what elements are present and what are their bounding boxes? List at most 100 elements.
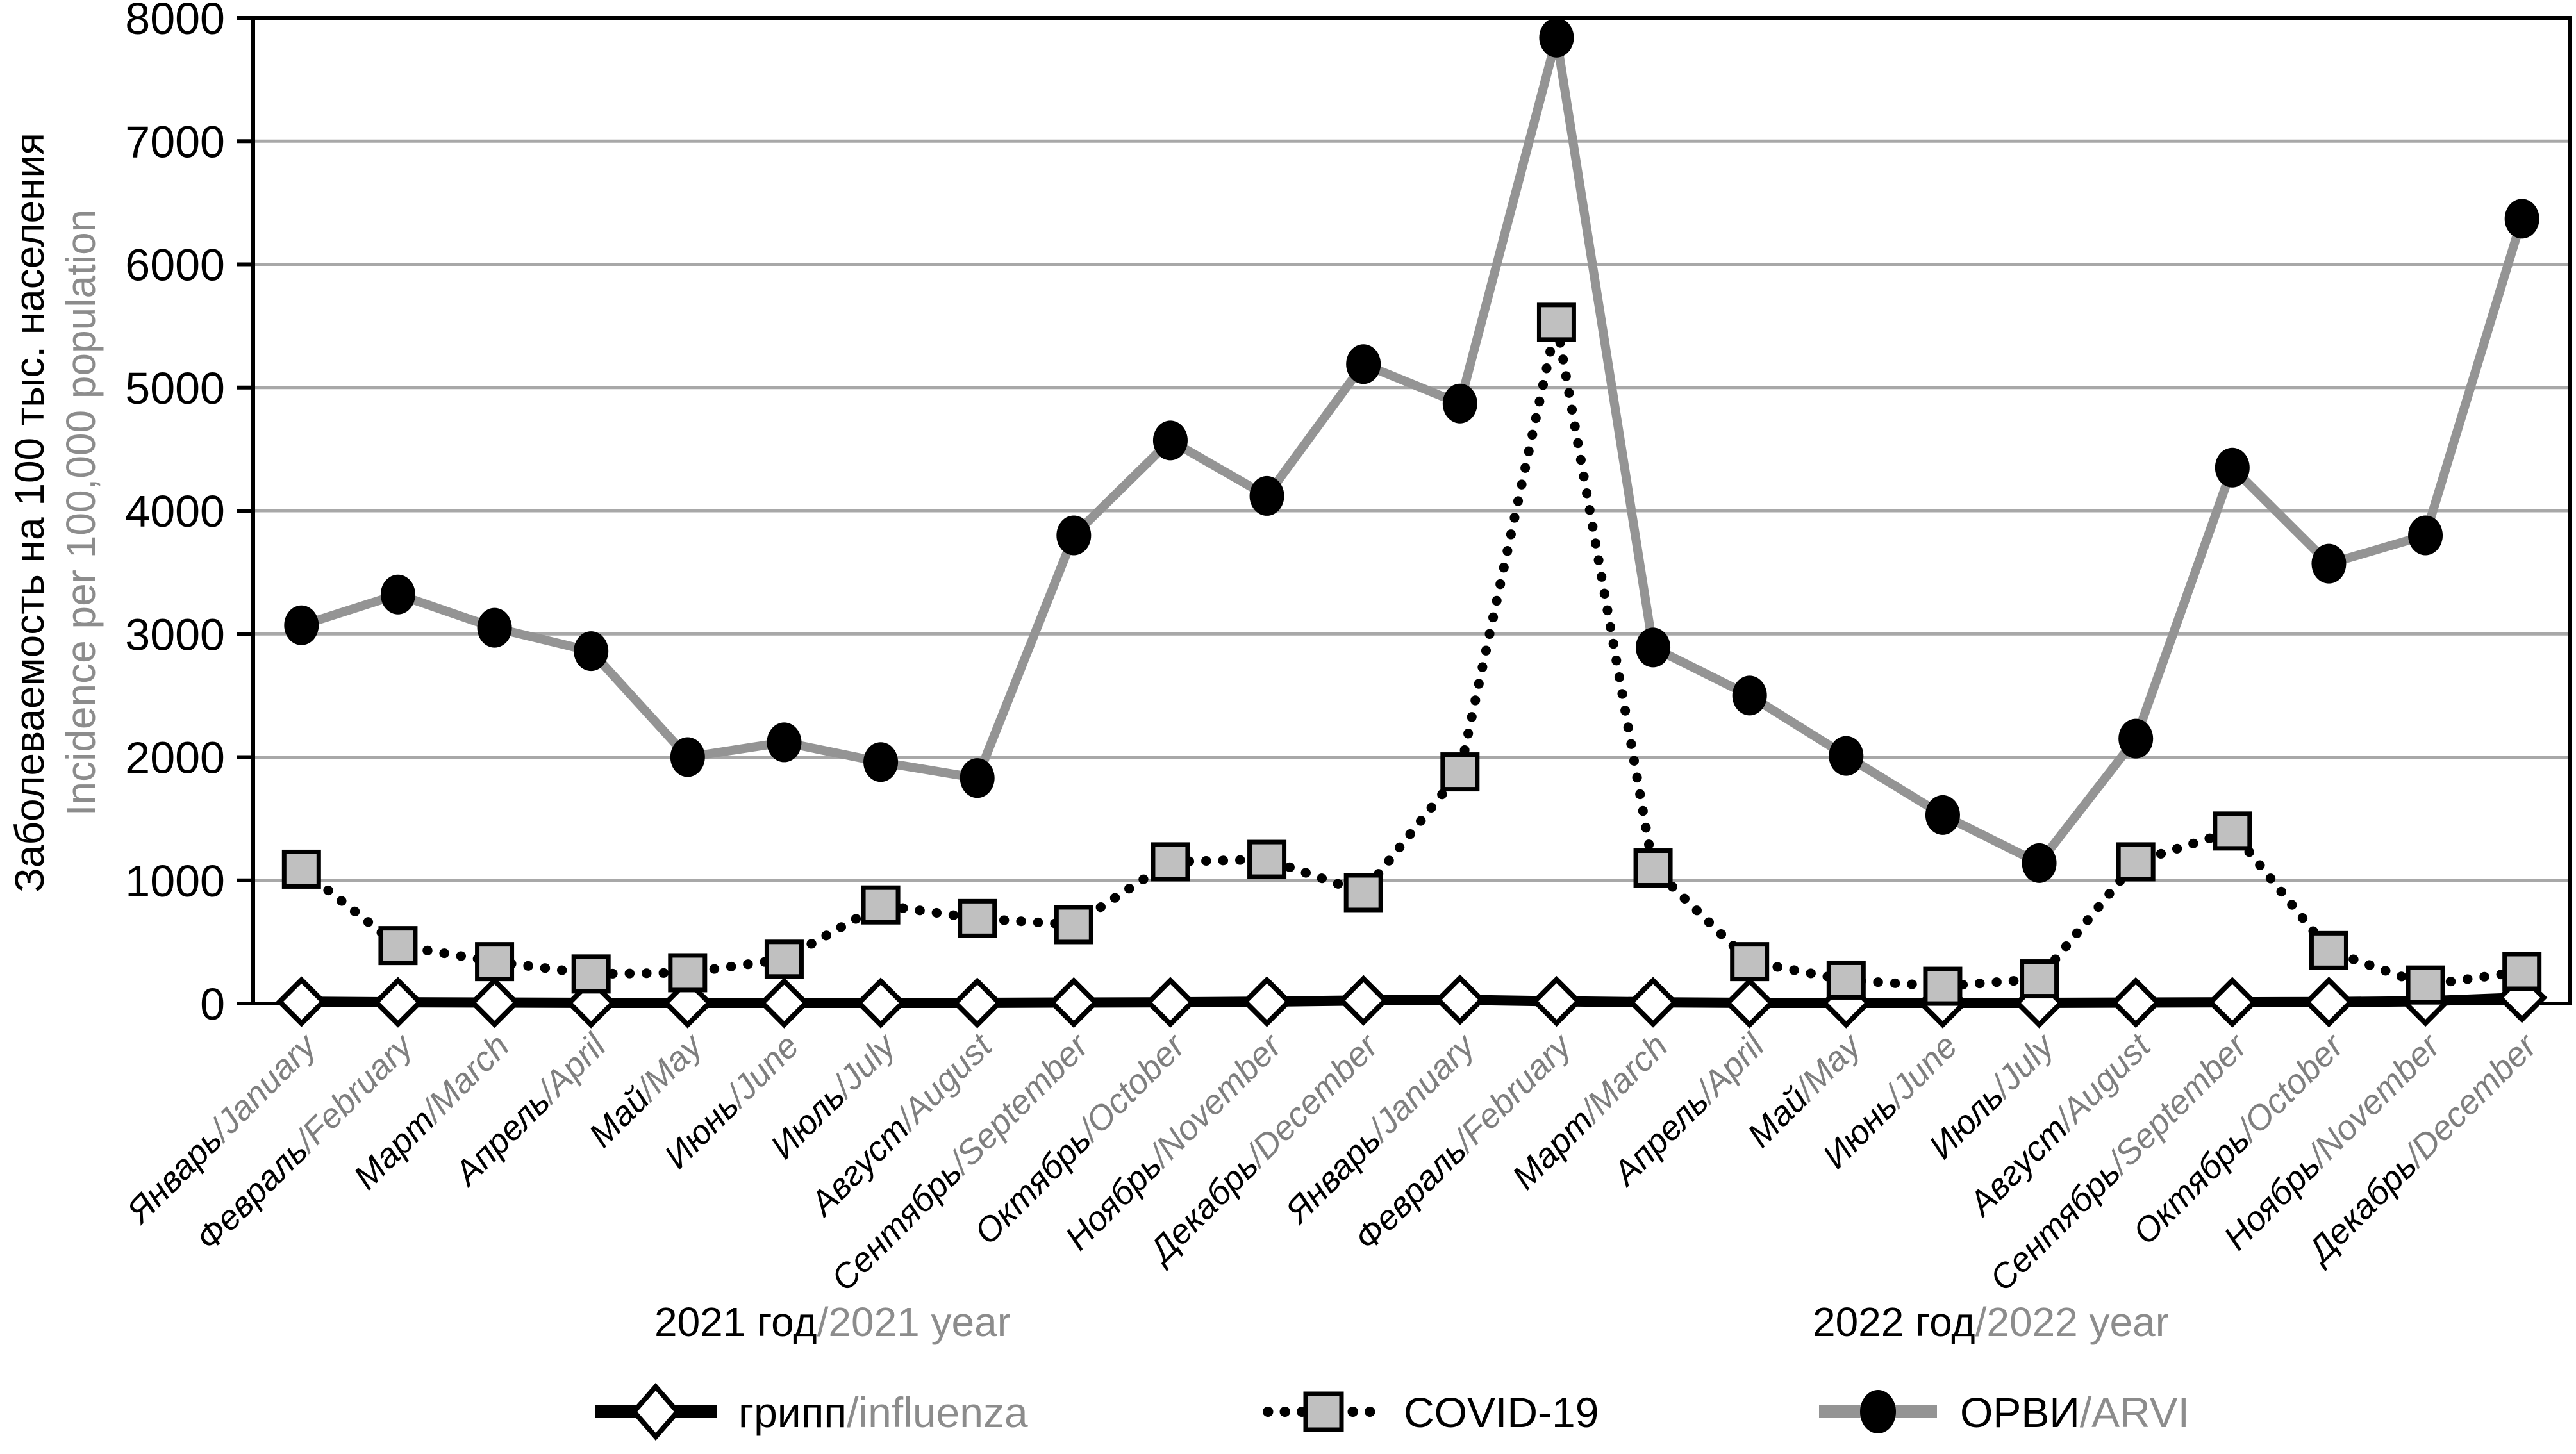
- covid-square-marker: [1247, 839, 1287, 879]
- legend-label-arvi-en: /ARVI: [2080, 1389, 2190, 1436]
- covid-square-marker: [2406, 965, 2445, 1005]
- y-tick-label: 7000: [125, 117, 225, 167]
- covid-square-marker: [2502, 952, 2542, 991]
- covid-square-marker: [1826, 960, 1866, 1000]
- y-tick-label: 0: [200, 979, 225, 1029]
- covid-square-marker: [281, 849, 321, 889]
- influenza-diamond-marker: [2110, 977, 2161, 1029]
- arvi-circle-marker: [1636, 627, 1671, 668]
- arvi-circle-marker: [1442, 383, 1477, 424]
- y-tick-label: 8000: [125, 0, 225, 44]
- legend-label-influenza-en: /influenza: [847, 1389, 1028, 1436]
- covid-square-marker: [2116, 842, 2156, 882]
- covid-square-marker: [764, 939, 804, 979]
- influenza-diamond-marker: [1048, 977, 1099, 1029]
- y-tick-label: 2000: [125, 733, 225, 783]
- influenza-diamond-marker: [1531, 975, 1583, 1027]
- year-label-2021-en: /2021 year: [817, 1299, 1011, 1345]
- covid-square-marker: [1633, 848, 1673, 888]
- diamond-marker-icon: [630, 1382, 681, 1441]
- legend-label-arvi: ОРВИ/ARVI: [1960, 1389, 2190, 1436]
- series-arvi-line: [300, 33, 2527, 868]
- legend-item-covid19: COVID-19: [1263, 1389, 1599, 1436]
- y-axis-title-ru: Заболеваемость на 100 тыс. населения: [6, 133, 53, 893]
- circle-marker-icon: [1860, 1390, 1896, 1433]
- month-label-ru: Март: [1505, 1102, 1600, 1197]
- influenza-diamond-marker: [1241, 976, 1293, 1027]
- arvi-circle-marker: [574, 631, 609, 672]
- covid-square-marker: [378, 926, 418, 966]
- arvi-circle-marker: [767, 722, 802, 763]
- legend: грипп/influenza COVID-19 ОРВИ/ARVI: [595, 1382, 2190, 1441]
- arvi-circle-marker: [284, 605, 319, 645]
- covid-square-marker: [1923, 966, 1963, 1006]
- influenza-diamond-marker: [372, 977, 424, 1028]
- arvi-circle-marker: [863, 742, 899, 782]
- influenza-diamond-marker: [758, 977, 810, 1029]
- arvi-circle-marker: [2022, 843, 2057, 883]
- covid-square-marker: [571, 954, 611, 994]
- covid-square-marker: [1730, 942, 1770, 982]
- arvi-circle-marker: [477, 607, 512, 648]
- plot-area: 010002000300040005000600070008000Январь/…: [119, 0, 2572, 1298]
- year-label-2021-ru: 2021 год: [654, 1299, 817, 1345]
- legend-item-influenza: грипп/influenza: [595, 1382, 1028, 1441]
- y-tick-label: 1000: [125, 856, 225, 906]
- covid-square-marker: [2309, 930, 2348, 970]
- arvi-circle-marker: [2504, 199, 2539, 239]
- covid-square-marker: [475, 942, 515, 982]
- influenza-diamond-marker: [1434, 974, 1486, 1025]
- arvi-circle-marker: [380, 574, 415, 615]
- legend-label-covid19: COVID-19: [1404, 1389, 1599, 1436]
- covid-square-marker: [861, 885, 901, 925]
- covid-square-marker: [2020, 959, 2059, 999]
- y-tick-label: 3000: [125, 609, 225, 659]
- arvi-circle-marker: [1152, 420, 1188, 461]
- y-axis-title-en: Incidence per 100,000 population: [58, 210, 104, 816]
- covid-square-marker: [1440, 752, 1480, 792]
- covid-square-marker: [668, 953, 708, 993]
- arvi-circle-marker: [1249, 475, 1284, 516]
- influenza-diamond-marker: [1145, 977, 1196, 1028]
- legend-label-arvi-ru: ОРВИ: [1960, 1389, 2080, 1436]
- year-label-2021: 2021 год/2021 year: [654, 1299, 1011, 1345]
- influenza-diamond-marker: [855, 977, 906, 1029]
- arvi-circle-marker: [1829, 736, 1864, 776]
- arvi-circle-marker: [2118, 718, 2154, 759]
- arvi-circle-marker: [670, 737, 705, 777]
- influenza-diamond-marker: [2207, 977, 2258, 1028]
- influenza-diamond-marker: [1627, 977, 1679, 1028]
- influenza-diamond-marker: [2303, 977, 2355, 1028]
- y-tick-label: 5000: [125, 363, 225, 413]
- covid-square-marker: [1151, 842, 1190, 882]
- influenza-diamond-marker: [952, 977, 1003, 1029]
- series-influenza-line: [301, 992, 2522, 1009]
- covid-square-marker: [958, 898, 997, 938]
- arvi-circle-marker: [2311, 543, 2347, 584]
- arvi-circle-marker: [960, 758, 995, 798]
- month-label-ru: Март: [346, 1102, 442, 1197]
- series-covid-line: [296, 317, 2527, 991]
- covid-square-marker: [1054, 905, 1093, 945]
- arvi-circle-marker: [1925, 795, 1960, 835]
- arvi-circle-marker: [2215, 447, 2250, 488]
- legend-label-influenza: грипп/influenza: [738, 1389, 1028, 1436]
- legend-label-influenza-ru: грипп: [738, 1389, 847, 1436]
- influenza-diamond-marker: [469, 977, 520, 1029]
- y-tick-label: 6000: [125, 240, 225, 290]
- year-label-2022-en: /2022 year: [1975, 1299, 2169, 1345]
- y-tick-label: 4000: [125, 486, 225, 536]
- influenza-diamond-marker: [276, 976, 327, 1027]
- year-label-2022-ru: 2022 год: [1813, 1299, 1975, 1345]
- influenza-diamond-marker: [1724, 977, 1775, 1029]
- covid-square-marker: [1536, 302, 1576, 342]
- square-marker-icon: [1303, 1391, 1344, 1432]
- arvi-circle-marker: [1732, 675, 1767, 716]
- covid-square-marker: [1343, 873, 1383, 913]
- covid-square-marker: [2213, 811, 2252, 851]
- arvi-circle-marker: [1539, 17, 1574, 58]
- arvi-circle-marker: [1056, 515, 1092, 556]
- year-label-2022: 2022 год/2022 year: [1813, 1299, 2169, 1345]
